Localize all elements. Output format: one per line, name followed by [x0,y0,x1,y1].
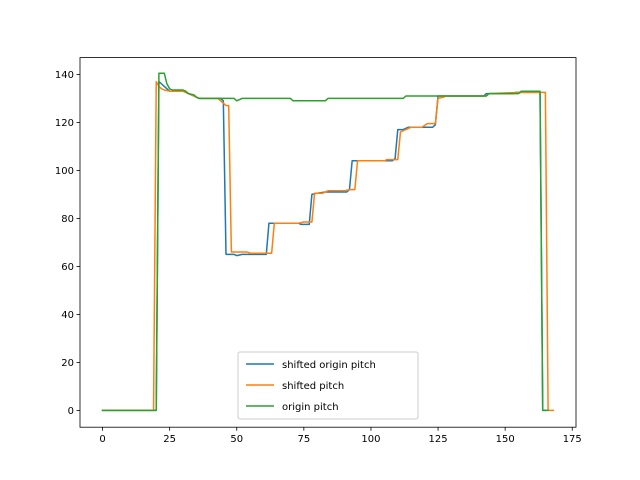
y-tick-label: 100 [55,166,74,177]
x-tick-label: 125 [428,434,447,445]
y-tick-label: 40 [61,310,74,321]
x-tick-label: 100 [361,434,380,445]
x-axis: 0 25 50 75 100 125 150 175 [99,427,582,445]
legend-label-1: shifted pitch [282,381,344,392]
y-tick-label: 80 [61,214,74,225]
y-tick-label: 0 [68,406,74,417]
x-tick-label: 25 [163,434,176,445]
legend: shifted origin pitch shifted pitch origin … [237,351,419,420]
x-tick-label: 75 [297,434,310,445]
x-tick-label: 175 [563,434,582,445]
plot-frame [79,57,577,428]
x-tick-label: 0 [99,434,105,445]
y-axis: 0 20 40 60 80 100 120 140 [55,70,80,417]
legend-box [237,351,419,420]
y-tick-label: 140 [55,70,74,81]
x-tick-label: 50 [230,434,243,445]
series-layer [101,72,555,412]
legend-label-0: shifted origin pitch [282,360,376,371]
x-tick-label: 150 [496,434,515,445]
y-tick-label: 120 [55,118,74,129]
series-line-2 [101,72,549,412]
legend-label-2: origin pitch [282,402,339,413]
y-tick-label: 20 [61,358,74,369]
y-tick-label: 60 [61,262,74,273]
